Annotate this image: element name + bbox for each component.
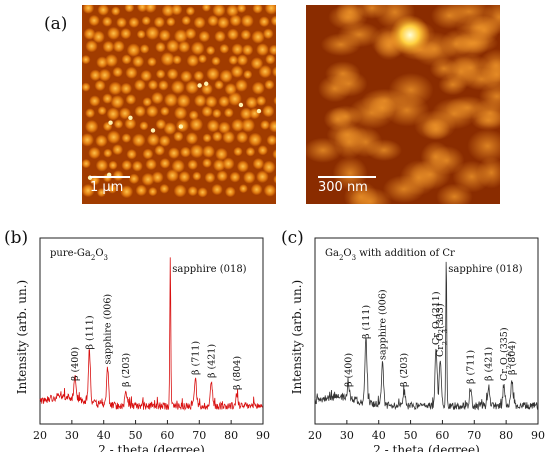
x-tick-label: 90 [256, 429, 270, 442]
x-tick-label: 60 [435, 429, 449, 442]
peak-label: β (421) [206, 344, 217, 378]
peak-label: Cr2O3(211) [431, 291, 445, 345]
scale-bar-left-label: 1 µm [90, 180, 124, 195]
x-tick-label: 70 [467, 429, 481, 442]
peak-label: β (8̄04) [507, 341, 518, 375]
chart-title: pure-Ga2O3 [50, 248, 108, 262]
panel-label-c: (c) [281, 228, 304, 248]
peak-label: sapphire (006) [378, 289, 389, 360]
chart-title: Ga2O3 with addition of Cr [325, 248, 455, 262]
xrd-series-line [39, 257, 263, 411]
peak-label: β (711) [190, 341, 201, 375]
panel-label-a: (a) [44, 14, 68, 34]
peak-label: β (400) [70, 347, 81, 381]
scale-bar-right-label: 300 nm [318, 180, 368, 195]
peak-label: β (111) [361, 305, 372, 339]
plot-frame [39, 237, 264, 425]
peak-label: β (400) [343, 353, 354, 387]
peak-label: β (2̄03) [399, 353, 410, 387]
peak-label: β (421) [484, 347, 495, 381]
x-tick-label: 40 [97, 429, 111, 442]
xrd-chart-pure-ga2o3: 20 30 40 50 60 70 80 90 2 - theta (degree) Intens… [15, 237, 270, 452]
x-tick-label: 50 [129, 429, 143, 442]
x-tick-label: 30 [340, 429, 354, 442]
peak-label: Cr2O3(335) [499, 327, 513, 381]
x-tick-label: 80 [224, 429, 238, 442]
x-tick-label: 60 [160, 429, 174, 442]
x-tick-label: 30 [65, 429, 79, 442]
panel-label-b: (b) [4, 228, 29, 248]
peak-label: sapphire (006) [103, 294, 114, 365]
plot-frame [314, 237, 539, 425]
x-tick-label: 50 [404, 429, 418, 442]
xrd-series-line [314, 261, 538, 411]
peak-label: β (111) [84, 315, 95, 349]
x-tick-label: 40 [372, 429, 386, 442]
peak-label: β (2̄03) [121, 353, 132, 387]
x-axis-label: 2 - theta (degree) [373, 443, 480, 452]
peak-label: Cr2O3(333) [435, 303, 449, 357]
x-tick-label: 20 [33, 429, 47, 442]
y-axis-label: Intensity (arb. un.) [290, 280, 304, 394]
x-tick-label: 20 [308, 429, 322, 442]
x-tick-label: 70 [192, 429, 206, 442]
y-axis-label: Intensity (arb. un.) [15, 280, 29, 394]
x-axis-label: 2 - theta (degree) [98, 443, 205, 452]
afm-image-large-scan [82, 5, 276, 204]
x-tick-label: 80 [499, 429, 513, 442]
peak-label: β (8̄04) [232, 356, 243, 390]
afm-image-small-scan [306, 5, 500, 204]
peak-label: sapphire (018) [172, 264, 246, 275]
peak-label: sapphire (018) [448, 264, 522, 275]
xrd-chart-ga2o3-cr: 20 30 40 50 60 70 80 90 2 - theta (degree) Intens… [290, 237, 545, 452]
x-tick-label: 90 [531, 429, 545, 442]
peak-label: β (711) [465, 350, 476, 384]
